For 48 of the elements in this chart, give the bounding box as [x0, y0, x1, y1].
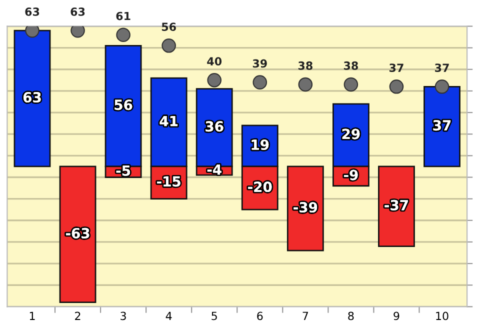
data-label: -5	[116, 166, 130, 176]
data-label: 37	[433, 120, 451, 131]
point	[207, 73, 222, 88]
data-label: 19	[252, 140, 269, 150]
bar	[14, 30, 51, 168]
data-label: 40	[207, 57, 222, 66]
bar	[378, 166, 415, 247]
data-label: 56	[162, 22, 176, 31]
data-label: 29	[342, 128, 360, 140]
x-tick-label: 6	[257, 312, 263, 320]
data-label: 36	[206, 121, 224, 132]
data-label: 63	[25, 7, 40, 16]
data-label: 41	[160, 116, 178, 126]
point	[252, 75, 268, 90]
data-label: -37	[384, 200, 408, 210]
point	[298, 77, 313, 92]
data-label: -4	[207, 164, 222, 175]
data-label: 38	[344, 61, 358, 70]
data-label: 37	[389, 64, 404, 72]
bar	[59, 166, 96, 304]
x-tick-label: 5	[212, 312, 217, 320]
bar	[286, 166, 324, 252]
x-tick-label: 2	[75, 312, 80, 320]
data-label: -9	[344, 170, 358, 180]
data-label: 38	[298, 61, 312, 70]
data-label: 63	[70, 7, 85, 16]
data-label: -15	[157, 176, 180, 187]
point	[116, 28, 130, 42]
x-tick-label: 4	[166, 312, 172, 320]
data-label: 61	[116, 12, 130, 20]
point	[344, 77, 358, 92]
x-tick-label: 9	[394, 312, 400, 320]
x-tick-label: 7	[302, 312, 308, 320]
data-label: -20	[248, 182, 272, 192]
point	[389, 80, 404, 94]
x-tick-label: 1	[30, 312, 35, 320]
data-label: 39	[252, 59, 267, 68]
point	[434, 80, 450, 94]
data-label: 63	[23, 92, 41, 103]
data-label: 56	[114, 100, 132, 110]
bar	[424, 86, 460, 168]
x-tick-label: 3	[120, 312, 126, 320]
data-label: -63	[66, 228, 90, 238]
x-tick-label: 8	[348, 312, 354, 320]
data-label: -39	[294, 202, 318, 213]
data-label: 37	[435, 64, 449, 72]
x-tick-label: 10	[436, 312, 448, 320]
point	[162, 38, 176, 53]
